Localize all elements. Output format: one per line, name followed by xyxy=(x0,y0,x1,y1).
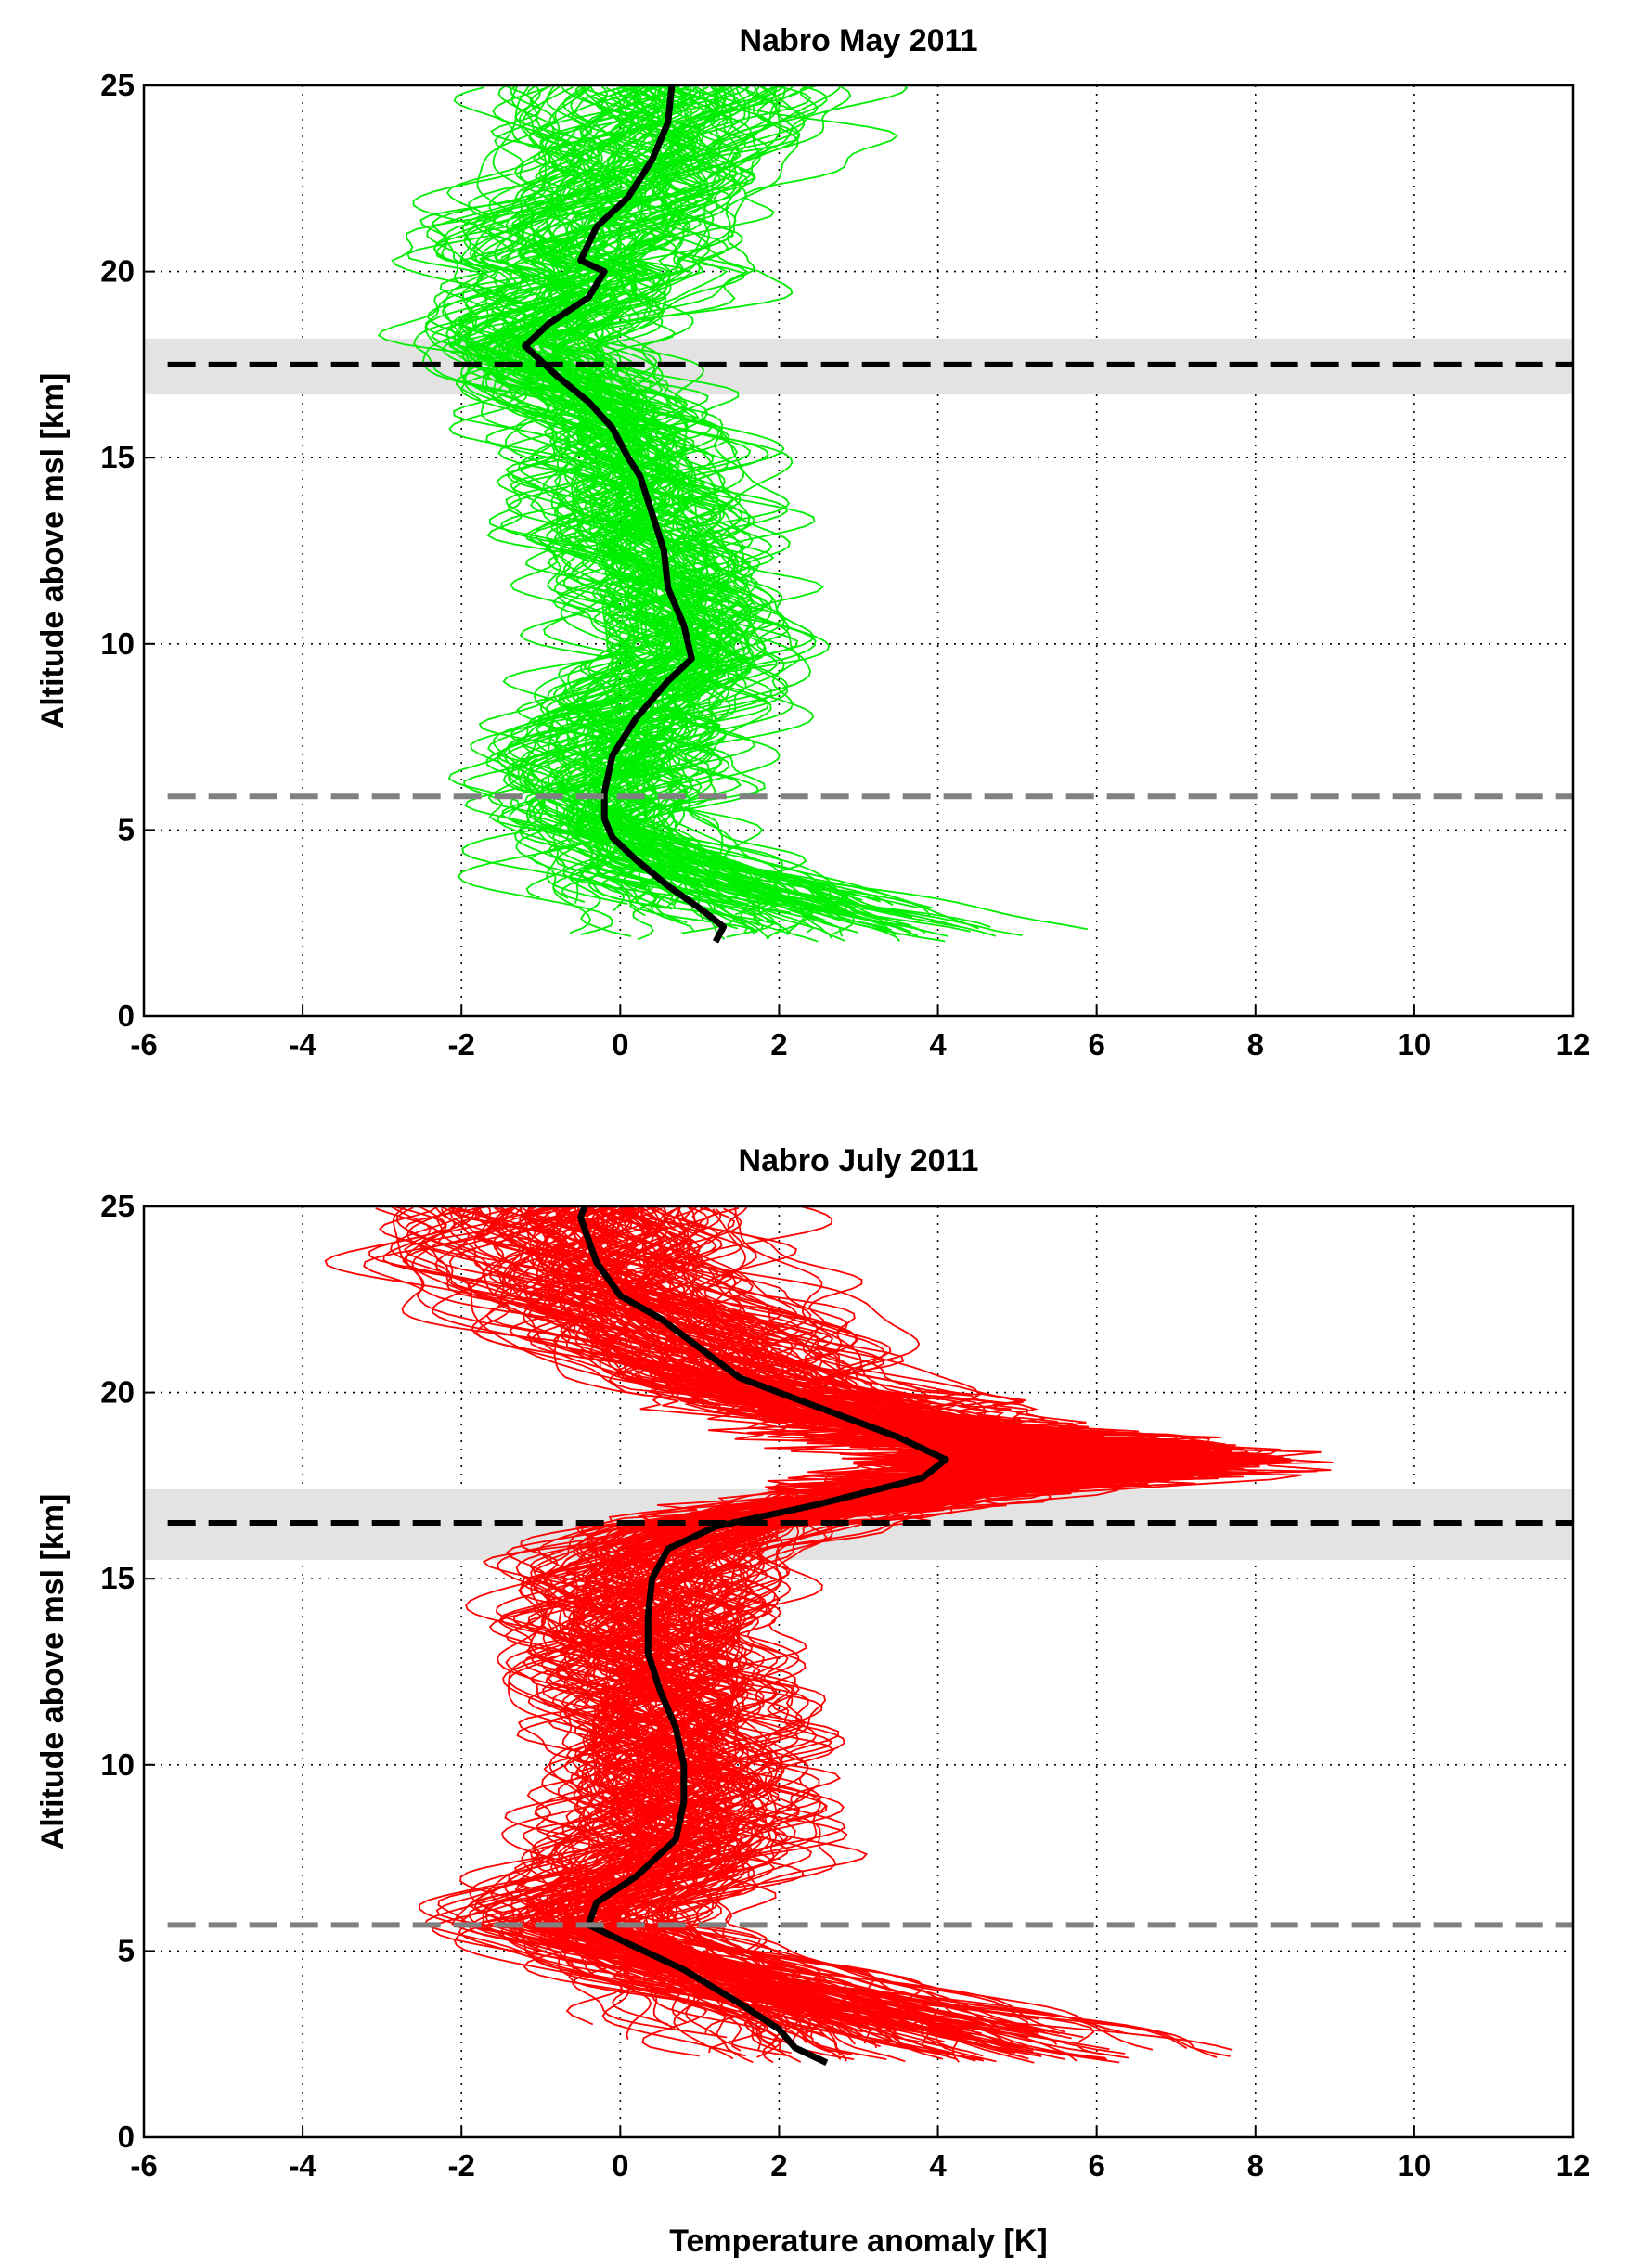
profile-line xyxy=(489,85,894,916)
x-tick-label: 8 xyxy=(1247,1027,1264,1062)
profile-line xyxy=(480,85,779,932)
y-tick-label: 20 xyxy=(100,254,135,289)
profile-line xyxy=(593,1206,1279,2048)
profile-line xyxy=(536,1206,1334,2049)
x-tick-label: 12 xyxy=(1556,2148,1591,2183)
profile-line xyxy=(432,1206,1193,2033)
plot-area xyxy=(144,1206,1573,2066)
x-tick-label: 2 xyxy=(770,2148,787,2183)
y-tick-labels: 0 5 10 15 20 25 xyxy=(100,1189,155,2154)
x-tick-label: 12 xyxy=(1556,1027,1591,1062)
x-tick-label: -2 xyxy=(448,2148,475,2183)
axes-frame xyxy=(142,84,1575,1018)
x-tick-labels: -6 -4 -2 0 2 4 6 8 10 12 xyxy=(130,2126,1590,2183)
profile-line xyxy=(471,85,826,921)
profile-line xyxy=(488,85,761,903)
mean-profile xyxy=(577,1206,949,2066)
profile-line xyxy=(487,86,991,928)
profile-line xyxy=(466,85,792,914)
y-tick-label: 5 xyxy=(118,1933,135,1967)
profile-line xyxy=(500,85,901,935)
profile-line xyxy=(460,1207,1155,2057)
profile-line xyxy=(484,85,823,921)
profile-line xyxy=(462,85,695,932)
mean-profile xyxy=(522,85,728,944)
profile-line xyxy=(390,1208,1152,2032)
y-tick-label: 10 xyxy=(100,1747,135,1782)
profile-line xyxy=(536,1206,1199,2034)
profile-line xyxy=(520,85,892,932)
profile-line xyxy=(402,1206,1039,2054)
chart-title: Nabro July 2011 xyxy=(739,1143,979,1179)
profile-line xyxy=(497,1206,1145,2025)
y-tick-label: 25 xyxy=(100,68,135,102)
profile-line xyxy=(552,85,780,921)
y-tick-label: 10 xyxy=(100,626,135,661)
x-tick-label: 8 xyxy=(1247,2148,1264,2183)
x-tick-label: 2 xyxy=(770,1027,787,1062)
profile-line xyxy=(498,1207,1213,2062)
x-tick-label: -2 xyxy=(448,1027,475,1062)
y-tick-label: 25 xyxy=(100,1189,135,1223)
panel-may: Nabro May 2011 -6 -4 -2 0 2 4 6 8 10 12 0 5 10 15 20 2… xyxy=(35,23,1590,1062)
x-axis-label: Temperature anomaly [K] xyxy=(669,2223,1047,2259)
x-tick-labels: -6 -4 -2 0 2 4 6 8 10 12 xyxy=(130,1005,1590,1062)
y-tick-label: 5 xyxy=(118,812,135,846)
profile-line xyxy=(506,85,913,919)
profile-line xyxy=(575,1206,1156,2034)
profile-line xyxy=(445,1207,1174,2054)
x-tick-label: 6 xyxy=(1088,2148,1104,2183)
profile-line xyxy=(493,85,807,908)
profile-line xyxy=(406,85,763,934)
grid xyxy=(144,85,1573,1016)
x-tick-label: -4 xyxy=(289,1027,316,1062)
profile-line xyxy=(545,1206,1245,2055)
temperature-profiles xyxy=(377,85,1088,943)
y-tick-label: 0 xyxy=(118,2120,135,2154)
profile-line xyxy=(453,86,912,934)
y-axis-label: Altitude above msl [km] xyxy=(35,1494,71,1850)
profile-line xyxy=(502,1206,1148,2029)
x-tick-label: 10 xyxy=(1398,1027,1432,1062)
profile-line xyxy=(613,1208,1291,2045)
x-tick-label: 6 xyxy=(1088,1027,1104,1062)
y-tick-label: 15 xyxy=(100,1561,135,1595)
profile-line xyxy=(594,1206,1202,2035)
profile-line xyxy=(377,85,781,926)
temperature-profiles xyxy=(324,1206,1334,2064)
x-tick-label: -6 xyxy=(130,2148,157,2183)
x-tick-label: 4 xyxy=(929,2148,947,2183)
y-tick-label: 0 xyxy=(118,999,135,1033)
profile-line xyxy=(375,1207,1082,2036)
axes-frame xyxy=(142,1205,1575,2139)
panel-july: Nabro July 2011 -6 -4 -2 0 2 4 6 8 10 12 0 5 10 15 20… xyxy=(35,1143,1590,2259)
x-tick-label: 0 xyxy=(612,1027,628,1062)
profile-line xyxy=(551,85,812,909)
x-tick-label: -6 xyxy=(130,1027,157,1062)
profile-line xyxy=(451,1206,1163,2025)
y-tick-labels: 0 5 10 15 20 25 xyxy=(100,68,155,1033)
profile-line xyxy=(541,1206,1106,2029)
profile-line xyxy=(516,85,799,934)
x-tick-label: -4 xyxy=(289,2148,316,2183)
y-axis-label: Altitude above msl [km] xyxy=(35,373,71,729)
x-tick-label: 10 xyxy=(1398,2148,1432,2183)
x-tick-label: 4 xyxy=(929,1027,947,1062)
profile-line xyxy=(521,85,811,909)
y-tick-label: 20 xyxy=(100,1375,135,1410)
profile-line xyxy=(412,85,695,912)
x-tick-label: 0 xyxy=(612,2148,628,2183)
y-tick-label: 15 xyxy=(100,440,135,474)
chart-title: Nabro May 2011 xyxy=(739,23,977,58)
plot-area xyxy=(144,85,1573,944)
profile-line xyxy=(427,85,761,926)
profile-line xyxy=(496,1207,1150,2049)
